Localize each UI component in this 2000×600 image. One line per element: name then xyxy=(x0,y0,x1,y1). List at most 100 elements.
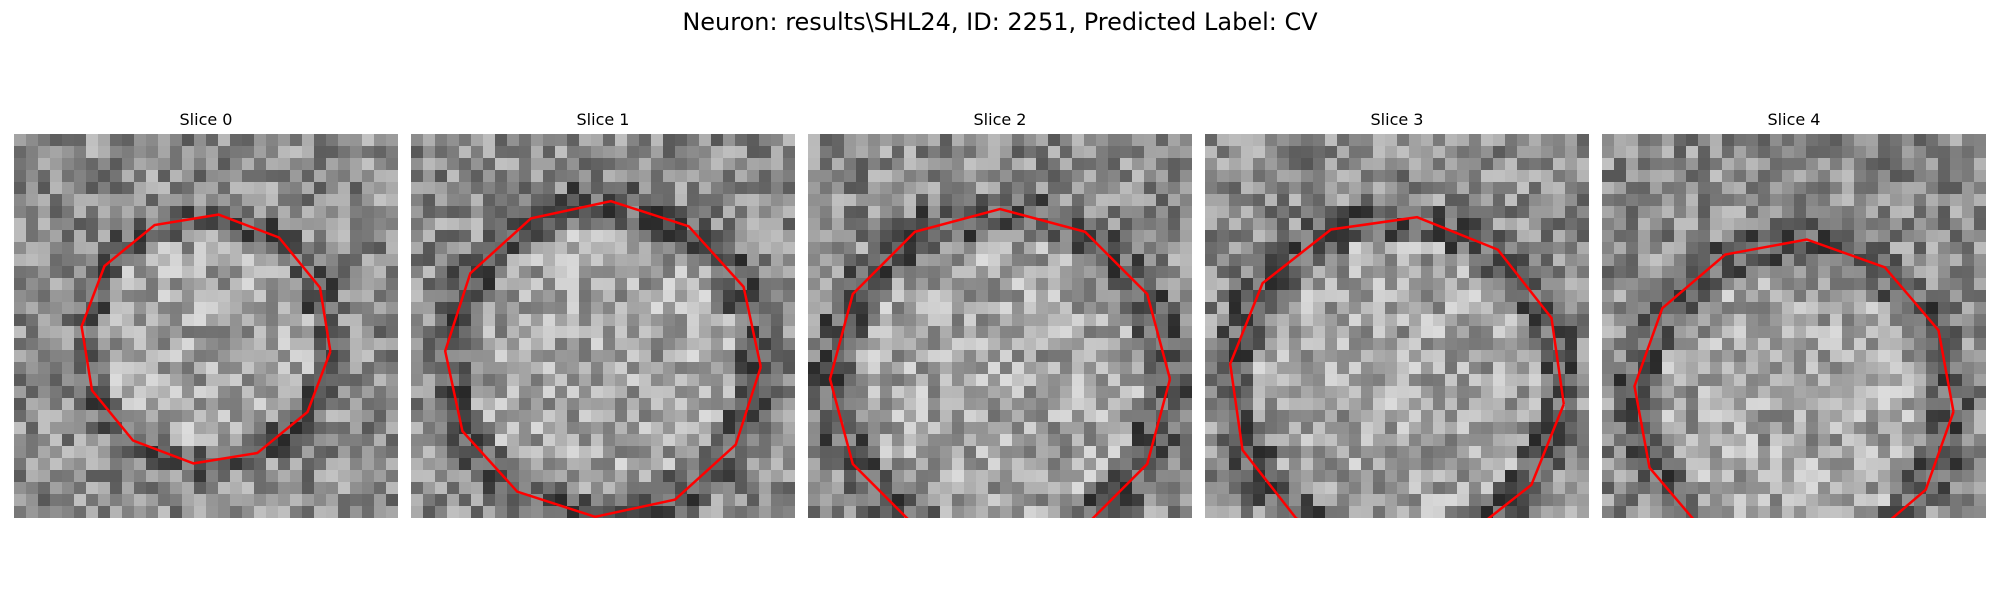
pixel xyxy=(1890,278,1903,291)
pixel xyxy=(1866,206,1879,219)
pixel xyxy=(266,278,279,291)
pixel xyxy=(1734,458,1747,471)
pixel xyxy=(1084,266,1097,279)
pixel xyxy=(1746,446,1759,459)
pixel xyxy=(1385,362,1398,375)
pixel xyxy=(519,434,532,447)
pixel xyxy=(1072,422,1085,435)
pixel xyxy=(254,422,267,435)
pixel xyxy=(952,350,965,363)
pixel xyxy=(1265,386,1278,399)
pixel xyxy=(423,398,436,411)
pixel xyxy=(314,206,327,219)
pixel xyxy=(1950,314,1963,327)
pixel xyxy=(206,362,219,375)
pixel xyxy=(242,290,255,303)
pixel xyxy=(1337,362,1350,375)
pixel xyxy=(1926,302,1939,315)
pixel xyxy=(1469,146,1482,159)
pixel xyxy=(1445,266,1458,279)
pixel xyxy=(1577,146,1589,159)
pixel xyxy=(362,194,375,207)
pixel xyxy=(675,458,688,471)
pixel xyxy=(952,434,965,447)
pixel xyxy=(435,158,448,171)
pixel xyxy=(194,350,207,363)
pixel xyxy=(386,278,398,291)
pixel xyxy=(1096,170,1109,183)
pixel xyxy=(278,254,291,267)
pixel xyxy=(471,338,484,351)
pixel xyxy=(1914,374,1927,387)
pixel xyxy=(1012,230,1025,243)
pixel xyxy=(615,338,628,351)
pixel xyxy=(868,410,881,423)
pixel xyxy=(326,482,339,495)
pixel xyxy=(783,302,795,315)
pixel xyxy=(1373,410,1386,423)
pixel xyxy=(868,278,881,291)
pixel xyxy=(1229,326,1242,339)
pixel xyxy=(38,182,51,195)
pixel xyxy=(1156,506,1169,518)
pixel xyxy=(1084,350,1097,363)
pixel xyxy=(1120,506,1133,518)
pixel xyxy=(26,446,39,459)
pixel xyxy=(976,194,989,207)
pixel xyxy=(1517,182,1530,195)
pixel xyxy=(747,158,760,171)
pixel xyxy=(242,230,255,243)
pixel xyxy=(435,182,448,195)
pixel xyxy=(808,230,821,243)
pixel xyxy=(1710,134,1723,147)
pixel xyxy=(1541,146,1554,159)
pixel xyxy=(1024,278,1037,291)
pixel xyxy=(543,146,556,159)
pixel xyxy=(423,242,436,255)
pixel xyxy=(1962,194,1975,207)
pixel xyxy=(1614,350,1627,363)
pixel xyxy=(1144,194,1157,207)
pixel xyxy=(856,398,869,411)
pixel xyxy=(1746,374,1759,387)
pixel xyxy=(1926,206,1939,219)
pixel xyxy=(350,194,363,207)
pixel xyxy=(1638,182,1651,195)
pixel xyxy=(904,362,917,375)
pixel xyxy=(1782,326,1795,339)
pixel xyxy=(651,362,664,375)
pixel xyxy=(459,254,472,267)
pixel xyxy=(230,182,243,195)
pixel xyxy=(1337,338,1350,351)
pixel xyxy=(1794,194,1807,207)
pixel xyxy=(531,386,544,399)
pixel xyxy=(880,422,893,435)
pixel xyxy=(1577,410,1589,423)
pixel xyxy=(1421,482,1434,495)
pixel xyxy=(1229,182,1242,195)
pixel xyxy=(1000,230,1013,243)
pixel xyxy=(808,146,821,159)
pixel xyxy=(1241,386,1254,399)
pixel xyxy=(1457,158,1470,171)
pixel xyxy=(783,446,795,459)
pixel xyxy=(1180,410,1192,423)
pixel xyxy=(711,422,724,435)
pixel xyxy=(615,230,628,243)
pixel xyxy=(1686,170,1699,183)
pixel xyxy=(1012,266,1025,279)
pixel xyxy=(1301,410,1314,423)
pixel xyxy=(1108,194,1121,207)
pixel xyxy=(783,470,795,483)
pixel xyxy=(1421,254,1434,267)
pixel xyxy=(916,314,929,327)
pixel xyxy=(411,206,424,219)
pixel xyxy=(952,482,965,495)
pixel xyxy=(1674,362,1687,375)
pixel xyxy=(1529,410,1542,423)
pixel xyxy=(435,494,448,507)
pixel xyxy=(158,374,171,387)
pixel xyxy=(1577,494,1589,507)
pixel xyxy=(350,146,363,159)
pixel xyxy=(1686,266,1699,279)
